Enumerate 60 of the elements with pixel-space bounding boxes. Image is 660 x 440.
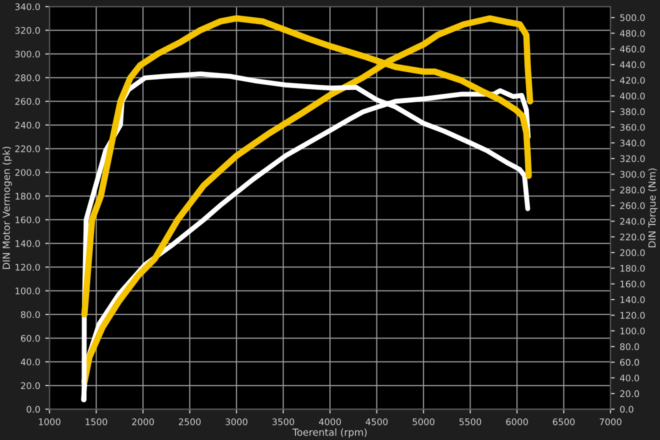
- y-tick-label: 240.0: [15, 122, 40, 129]
- y2-tick-label: 480.0: [620, 30, 645, 37]
- y-tick-label: 80.0: [20, 311, 40, 318]
- y-tick-label: 140.0: [16, 240, 40, 247]
- x-tick-label: 3500: [272, 418, 294, 426]
- y2-tick-label: 160.0: [620, 280, 645, 288]
- y2-tick-label: 420.0: [620, 76, 645, 84]
- y2-tick-label: 80.0: [620, 343, 640, 350]
- x-tick-label: 7000: [600, 418, 622, 426]
- y-tick-label: 300.0: [15, 50, 40, 58]
- x-tick-label: 1000: [39, 418, 60, 426]
- y2-tick-label: 240.0: [620, 218, 645, 225]
- y2-tick-label: 140.0: [620, 296, 645, 304]
- y2-tick-label: 20.0: [620, 390, 640, 398]
- x-tick-label: 5000: [412, 418, 434, 426]
- y-axis-title: DIN Motor Vermogen (pk): [2, 146, 12, 269]
- y2-tick-label: 320.0: [620, 155, 645, 162]
- y-tick-label: 260.0: [15, 98, 40, 105]
- y2-tick-label: 180.0: [620, 264, 645, 272]
- x-tick-label: 1500: [86, 418, 108, 426]
- y2-tick-label: 460.0: [620, 46, 645, 52]
- y-tick-label: 160.0: [16, 216, 40, 224]
- x-tick-label: 4000: [318, 418, 341, 426]
- y-tick-label: 20.0: [21, 382, 40, 390]
- y-tick-label: 180.0: [16, 192, 40, 200]
- x-tick-label: 2500: [178, 418, 201, 426]
- y-tick-label: 280.0: [15, 74, 40, 82]
- y-tick-label: 200.0: [15, 169, 40, 176]
- x-tick-label: 4500: [366, 418, 388, 426]
- y2-tick-label: 220.0: [620, 234, 645, 240]
- y-tick-label: 100.0: [16, 288, 40, 294]
- y2-tick-label: 360.0: [620, 124, 645, 131]
- y2-tick-label: 440.0: [620, 61, 645, 68]
- x-tick-label: 3000: [226, 418, 248, 426]
- y2-tick-label: 120.0: [620, 312, 645, 319]
- y2-tick-label: 40.0: [620, 374, 640, 382]
- y2-tick-label: 280.0: [620, 186, 645, 194]
- y-tick-label: 120.0: [16, 264, 40, 271]
- y-tick-label: 60.0: [21, 334, 40, 342]
- y2-tick-label: 60.0: [620, 358, 640, 366]
- x-tick-label: 5500: [459, 418, 482, 426]
- y-tick-label: 220.0: [15, 145, 40, 152]
- y-tick-label: 320.0: [15, 27, 40, 34]
- y-tick-label: 340.0: [15, 3, 40, 10]
- y2-tick-label: 200.0: [620, 249, 645, 256]
- y2-tick-label: 300.0: [620, 170, 645, 178]
- y-tick-label: 40.0: [20, 358, 40, 366]
- y2-axis-title: DIN Torque (Nm): [648, 168, 658, 248]
- y2-tick-label: 340.0: [620, 140, 645, 146]
- y2-tick-label: 0.0: [620, 406, 634, 413]
- y-tick-label: 0.0: [26, 406, 40, 413]
- y2-tick-label: 380.0: [620, 108, 645, 116]
- y2-tick-label: 100.0: [620, 328, 645, 334]
- y2-tick-label: 400.0: [620, 92, 645, 100]
- y2-tick-label: 260.0: [620, 202, 645, 210]
- y2-tick-label: 500.0: [620, 14, 645, 22]
- x-axis-title: Toerental (rpm): [292, 428, 367, 438]
- x-tick-label: 6500: [552, 418, 575, 426]
- x-tick-label: 2000: [132, 418, 154, 426]
- x-tick-label: 6000: [506, 418, 528, 426]
